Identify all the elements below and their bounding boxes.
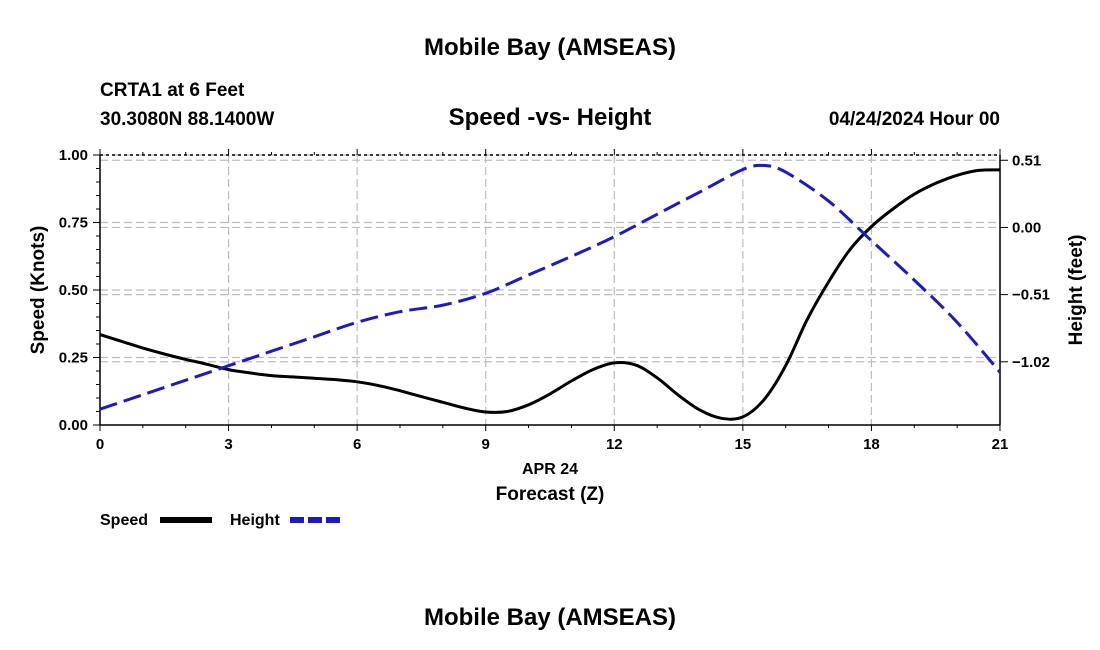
y-left-tick-label: 0.50 <box>59 282 88 299</box>
footer-title: Mobile Bay (AMSEAS) <box>424 604 676 631</box>
tick-labels: 0 3 6 9 12 15 18 21 0.00 0.25 0.50 0.75 1.00 0.51 0.00… <box>59 147 1050 453</box>
y-left-tick-label: 0.25 <box>59 350 88 367</box>
grid-lines <box>100 154 1000 425</box>
y-right-tick-label: 0.00 <box>1012 219 1041 236</box>
chart-subtitle: Speed -vs- Height <box>449 104 652 131</box>
legend-height-label: Height <box>230 512 280 529</box>
series-lines <box>99 163 1002 421</box>
y-left-tick-label: 0.75 <box>59 215 88 232</box>
y-left-tick-label: 0.00 <box>59 417 88 434</box>
y-right-tick-label: 0.51 <box>1012 152 1041 169</box>
x-tick-label: 6 <box>353 436 361 453</box>
location-label: 30.3080N 88.1400W <box>100 109 274 130</box>
y-axis-left-title: Speed (Knots) <box>28 226 49 355</box>
x-tick-label: 18 <box>863 436 880 453</box>
speed-series-line <box>99 168 1001 421</box>
height-series-line <box>99 163 1002 411</box>
x-tick-label: 0 <box>96 436 104 453</box>
chart-main-title: Mobile Bay (AMSEAS) <box>424 34 676 61</box>
x-tick-label: 3 <box>224 436 232 453</box>
y-axis-right-title: Height (feet) <box>1066 235 1087 346</box>
station-label: CRTA1 at 6 Feet <box>100 80 245 101</box>
x-tick-label: 21 <box>992 436 1009 453</box>
x-axis-date-label: APR 24 <box>522 461 578 478</box>
x-tick-label: 12 <box>606 436 623 453</box>
x-tick-label: 15 <box>735 436 752 453</box>
y-right-tick-label: −0.51 <box>1012 287 1050 304</box>
y-left-tick-label: 1.00 <box>59 147 88 164</box>
axes <box>93 149 1008 431</box>
x-tick-label: 9 <box>482 436 490 453</box>
x-axis-title: Forecast (Z) <box>496 484 605 505</box>
datetime-label: 04/24/2024 Hour 00 <box>829 109 1000 130</box>
legend-speed-label: Speed <box>100 512 148 529</box>
y-right-tick-label: −1.02 <box>1012 354 1050 371</box>
